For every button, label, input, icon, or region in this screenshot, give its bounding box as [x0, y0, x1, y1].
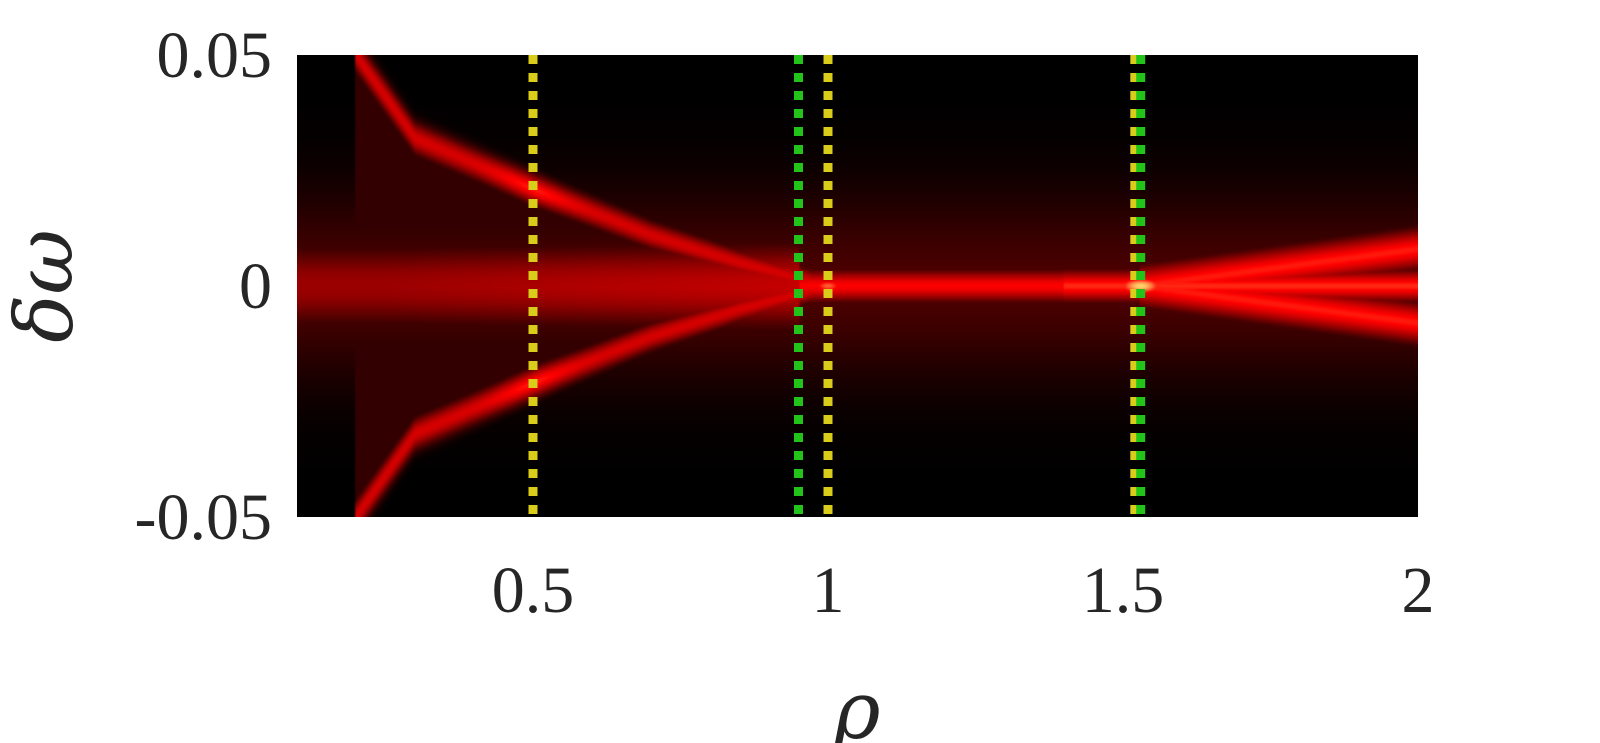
y-tick-label: 0 [239, 250, 272, 323]
x-tick-label: 1 [812, 554, 845, 627]
y-tick-label: -0.05 [135, 481, 272, 554]
vertical-marker-lines [528, 55, 1146, 517]
heatmap-image [297, 55, 1418, 517]
plot-area [297, 55, 1418, 517]
x-axis-ticks: 0.5 1 1.5 2 [492, 554, 1435, 627]
x-tick-label: 2 [1402, 554, 1435, 627]
x-tick-label: 0.5 [492, 554, 575, 627]
x-axis-label: ρ [832, 664, 880, 743]
y-axis-label: δω [0, 229, 91, 342]
y-tick-label: 0.05 [157, 19, 273, 92]
x-tick-label: 1.5 [1082, 554, 1165, 627]
y-axis-ticks: 0.05 0 -0.05 [135, 19, 272, 554]
